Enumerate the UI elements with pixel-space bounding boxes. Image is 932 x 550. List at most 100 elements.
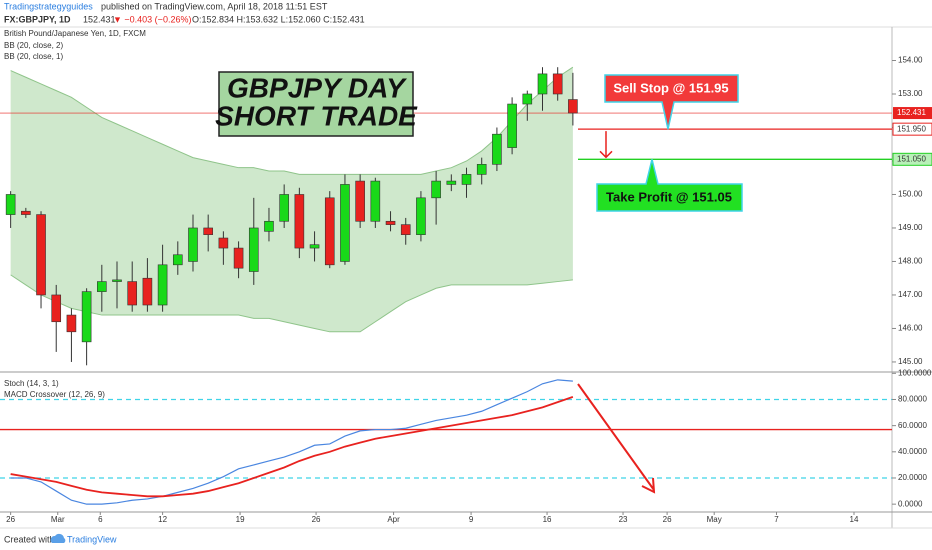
candle-body [36, 214, 46, 296]
candle-body [112, 279, 122, 282]
x-tick-label: 9 [469, 515, 474, 524]
y-tick-label: 20.0000 [898, 473, 927, 482]
indicator-label: BB (20, close, 2) [4, 41, 63, 50]
sell-text: Sell Stop @ 151.95 [613, 80, 728, 95]
tp-text: Take Profit @ 151.05 [606, 189, 732, 204]
last-price-label-bg [893, 107, 932, 120]
change: ▼ −0.403 (−0.26%) [113, 14, 191, 24]
candle-body [461, 174, 472, 185]
y-tick-label: 40.0000 [898, 447, 927, 456]
symbol: FX:GBPJPY, 1D [4, 14, 71, 24]
candle-body [416, 197, 426, 235]
level-label: 151.050 [897, 154, 926, 163]
candle-body [188, 227, 198, 262]
y-tick-label: 146.00 [898, 324, 923, 333]
candle-body [172, 254, 183, 266]
y-tick-label: 80.0000 [898, 395, 927, 404]
price: 152.431 [83, 14, 116, 24]
candle-body [233, 247, 244, 269]
candle-body [127, 281, 138, 306]
x-tick-label: 6 [98, 515, 103, 524]
candle-body [507, 103, 517, 148]
candle-body [81, 291, 92, 343]
candle-body [218, 237, 229, 249]
series-line [10, 396, 574, 498]
candle-body [522, 93, 533, 105]
x-tick-label: 23 [619, 515, 628, 524]
indicator-label: BB (20, close, 1) [4, 52, 63, 61]
candle-body [476, 164, 487, 175]
candle-body [5, 194, 16, 215]
candle-body [385, 220, 396, 225]
x-tick-label: 26 [663, 515, 672, 524]
y-tick-label: 147.00 [898, 290, 923, 299]
candle-body [157, 264, 168, 306]
y-tick-label: 149.00 [898, 223, 923, 232]
forecast-arrow [577, 383, 656, 494]
candle-body [309, 244, 320, 249]
x-tick-label: 14 [850, 515, 859, 524]
publisher: Tradingstrategyguides [4, 1, 93, 11]
candle-body [142, 277, 153, 306]
y-tick-label: 154.00 [898, 56, 923, 65]
ohlc: O:152.834 H:153.632 L:152.060 C:152.431 [192, 14, 365, 24]
x-tick-label: 19 [236, 515, 245, 524]
candle-body [264, 220, 274, 232]
candle-body [568, 99, 578, 114]
y-tick-label: 100.0000 [898, 368, 932, 377]
x-tick-label: May [707, 515, 722, 524]
x-tick-label: 7 [774, 515, 779, 524]
candle-body [492, 133, 502, 165]
candle-body [340, 184, 350, 262]
legend-entry: Stoch (14, 3, 1) [4, 379, 59, 388]
x-tick-label: 16 [543, 515, 552, 524]
trade-arrow [599, 131, 613, 159]
published: published on TradingView.com, April 18, … [101, 1, 328, 11]
candle-body [97, 281, 107, 292]
band-lower [10, 274, 573, 333]
candle-body [294, 194, 305, 249]
candle-body [21, 210, 31, 215]
y-tick-label: 0.0000 [898, 499, 923, 508]
band-fill [10, 67, 573, 332]
level-label-bg [892, 122, 932, 136]
title-box-text: SHORT TRADE [215, 100, 418, 131]
candle-body [355, 180, 365, 222]
candle-body [203, 227, 213, 235]
candle-body [400, 224, 411, 235]
y-tick-label: 145.00 [898, 357, 923, 366]
candle-body [431, 180, 441, 199]
candle-body [537, 73, 548, 95]
series-line [10, 379, 573, 505]
x-tick-label: Apr [387, 515, 400, 524]
level-label-bg [892, 152, 932, 166]
candle-body [51, 294, 62, 323]
tp-box [596, 159, 743, 212]
x-tick-label: 26 [6, 515, 15, 524]
band-upper [10, 66, 574, 175]
level-label: 151.950 [897, 124, 926, 133]
title-box [218, 71, 414, 137]
footer-created: Created with [4, 534, 55, 544]
x-tick-label: Mar [51, 515, 65, 524]
y-tick-label: 148.00 [898, 257, 923, 266]
candle-body [446, 180, 457, 185]
y-tick-label: 60.0000 [898, 421, 927, 430]
last-price-label: 152.431 [897, 108, 926, 117]
candle-body [248, 227, 259, 272]
y-tick-label: 150.00 [898, 190, 923, 199]
legend-entry: MACD Crossover (12, 26, 9) [4, 390, 105, 399]
logo [50, 533, 66, 543]
footer-brand: TradingView [67, 534, 117, 544]
x-tick-label: 26 [312, 515, 321, 524]
candle-body [370, 180, 381, 222]
candle-body [279, 194, 289, 222]
sell-box [604, 74, 739, 130]
pane-title: British Pound/Japanese Yen, 1D, FXCM [4, 29, 146, 38]
x-tick-label: 12 [158, 515, 167, 524]
candle-body [66, 314, 77, 333]
title-box-text: GBPJPY DAY [227, 72, 407, 103]
y-tick-label: 153.00 [898, 89, 923, 98]
candle-body [552, 73, 563, 95]
